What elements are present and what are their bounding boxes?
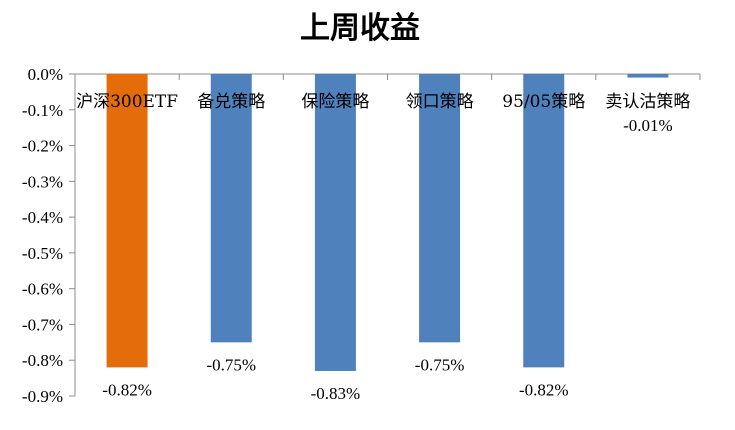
data-label: -0.01% — [623, 116, 673, 135]
data-label: -0.75% — [206, 355, 256, 374]
data-label: -0.82% — [519, 380, 569, 399]
label-layer: 沪深300ETF -0.82% 备兑策略 -0.75% 保险策略 -0.83% 领口策略 -0… — [76, 92, 690, 403]
y-tick-label: 0.0% — [28, 65, 63, 84]
y-tick-label: -0.4% — [22, 208, 63, 227]
data-label: -0.83% — [311, 384, 361, 403]
category-label: 备兑策略 — [197, 92, 265, 112]
bar — [106, 74, 148, 368]
y-tick-label: -0.7% — [22, 315, 63, 334]
category-label: 沪深300ETF — [76, 92, 178, 112]
y-tick-label: -0.5% — [22, 244, 63, 263]
category-label: 95/05策略 — [502, 92, 585, 112]
data-label: -0.82% — [102, 380, 152, 399]
y-tick-label: -0.8% — [22, 351, 63, 370]
bar — [314, 74, 356, 371]
bar — [210, 74, 252, 343]
bar — [627, 74, 669, 78]
chart-title: 上周收益 — [300, 11, 420, 46]
bar-layer — [106, 74, 669, 371]
y-tick-label: -0.1% — [22, 101, 63, 120]
y-tick-label: -0.2% — [22, 137, 63, 156]
category-label: 保险策略 — [301, 92, 369, 112]
bar — [419, 74, 461, 343]
category-label: 领口策略 — [406, 92, 474, 112]
data-label: -0.75% — [415, 355, 465, 374]
bar — [523, 74, 565, 368]
y-tick-label: -0.6% — [22, 280, 63, 299]
axis-layer: 0.0% -0.1% -0.2% -0.3% -0.4% -0.5% -0.6% -0.7% -… — [22, 65, 701, 406]
y-tick-label: -0.9% — [22, 387, 63, 406]
y-tick-label: -0.3% — [22, 172, 63, 191]
category-label: 卖认沽策略 — [605, 92, 690, 112]
